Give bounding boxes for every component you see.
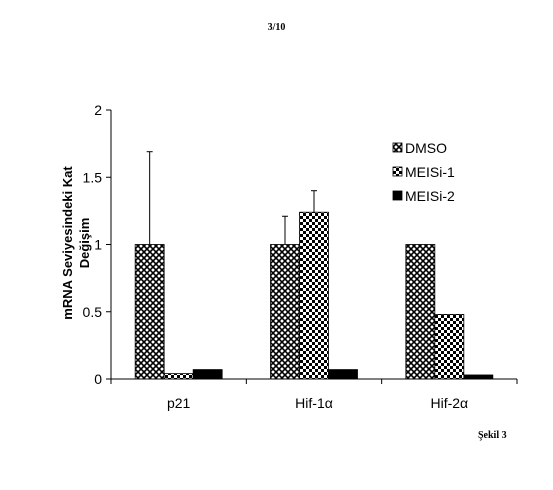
error-bars (146, 151, 317, 245)
legend-swatch (392, 190, 403, 201)
y-tick-label: 0.5 (83, 304, 103, 320)
x-tick-label: p21 (167, 395, 191, 411)
x-axis-ticks: p21 Hif-1α Hif-2α (110, 379, 518, 411)
bar (299, 211, 329, 380)
legend-label: MEISi-1 (405, 164, 455, 180)
legend-swatch (392, 142, 403, 153)
x-tick-label: Hif-2α (431, 395, 469, 411)
y-tick-label: 2 (94, 102, 102, 118)
x-tick-label: Hif-1α (295, 395, 333, 411)
y-tick-label: 1 (94, 237, 102, 253)
bars (134, 211, 494, 380)
legend-label: DMSO (405, 140, 447, 156)
y-axis-ticks: 0 0.5 1 1.5 2 (83, 102, 111, 387)
bar (328, 369, 358, 380)
bar (463, 374, 494, 380)
bar (405, 244, 436, 380)
y-axis-title-line-1: mRNA Seviyesindeki Kat (60, 166, 75, 320)
y-tick-label: 1.5 (83, 169, 103, 185)
legend-label: MEISi-2 (405, 188, 455, 204)
bar (163, 373, 194, 380)
bar (134, 244, 165, 380)
bar (270, 244, 300, 380)
legend-swatch (392, 166, 403, 177)
bar (192, 369, 223, 380)
legend: DMSO MEISi-1 MEISi-2 (392, 140, 455, 204)
figure-label: Şekil 3 (478, 430, 507, 441)
bar (434, 314, 465, 380)
page-number: 3/10 (267, 22, 286, 33)
y-axis-title-line-2: Değişim (77, 218, 92, 269)
y-tick-label: 0 (94, 371, 102, 387)
